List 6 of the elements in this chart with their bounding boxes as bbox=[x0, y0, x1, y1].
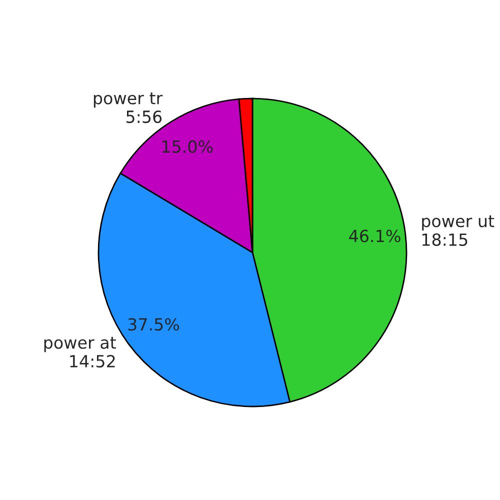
data-label: 15.0% bbox=[162, 140, 213, 153]
slice-label: power at 14:52 bbox=[44, 336, 116, 368]
data-label: 46.1% bbox=[349, 230, 400, 242]
slice-label: power ut 18:15 bbox=[422, 215, 494, 246]
data-label: 37.5% bbox=[128, 318, 180, 331]
slice-label: power tr 5:56 bbox=[94, 92, 163, 124]
